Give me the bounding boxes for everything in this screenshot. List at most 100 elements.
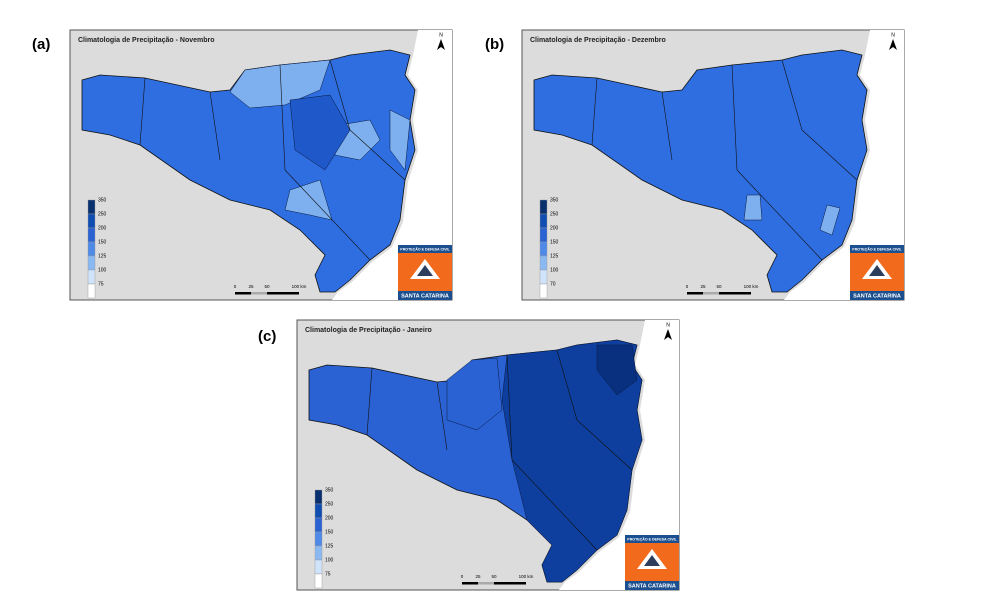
north-arrow bbox=[889, 39, 897, 50]
legend-label: 150 bbox=[325, 529, 334, 535]
legend-label: 200 bbox=[325, 515, 334, 521]
north-arrow bbox=[437, 39, 445, 50]
scale-label: 0 bbox=[461, 574, 464, 579]
legend-swatch bbox=[539, 255, 548, 271]
region-border bbox=[139, 77, 146, 146]
scale-label: 100 km bbox=[519, 574, 534, 579]
panel-label: (a) bbox=[32, 36, 50, 53]
state-area bbox=[533, 49, 868, 293]
region-border bbox=[284, 169, 371, 261]
logo-emblem-inner bbox=[869, 265, 885, 276]
legend-label: 350 bbox=[98, 197, 107, 203]
logo-emblem-inner bbox=[417, 265, 433, 276]
scale-label: 100 km bbox=[292, 284, 307, 289]
legend-swatch bbox=[539, 283, 548, 299]
precip-zone bbox=[289, 94, 351, 171]
legend-swatch bbox=[87, 241, 96, 257]
precip-zone bbox=[743, 194, 763, 221]
legend-label: 70 bbox=[550, 281, 556, 287]
ocean bbox=[332, 30, 452, 300]
legend-swatch bbox=[87, 269, 96, 285]
map-panel: Climatologia de Precipitação - Janeiro N 3… bbox=[296, 319, 680, 591]
logo-top-text: PROTEÇÃO E DEFESA CIVIL bbox=[627, 536, 677, 541]
region-border bbox=[661, 91, 673, 161]
precip-zone bbox=[446, 357, 503, 431]
logo-header bbox=[850, 245, 904, 253]
logo-bottom-text: SANTA CATARINA bbox=[401, 293, 449, 299]
legend-swatch bbox=[87, 199, 96, 215]
precip-zone bbox=[284, 179, 333, 221]
legend-label: 150 bbox=[550, 239, 559, 245]
region-border bbox=[436, 381, 448, 451]
logo: PROTEÇÃO E DEFESA CIVIL SANTA CATARINA bbox=[625, 535, 679, 590]
scale-bar-white bbox=[703, 292, 719, 295]
precip-zone bbox=[596, 344, 638, 396]
legend-swatch bbox=[314, 559, 323, 575]
legend-label: 200 bbox=[550, 225, 559, 231]
precip-zone bbox=[229, 59, 331, 109]
legend-swatch bbox=[314, 545, 323, 561]
legend-swatch bbox=[87, 255, 96, 271]
logo: PROTEÇÃO E DEFESA CIVIL SANTA CATARINA bbox=[850, 245, 904, 300]
scale-label: 25 bbox=[475, 574, 481, 579]
map-panel: Climatologia de Precipitação - Novembro N… bbox=[69, 29, 453, 301]
legend-swatch bbox=[539, 227, 548, 243]
region-border bbox=[329, 59, 351, 131]
legend-swatch bbox=[314, 489, 323, 505]
logo-header bbox=[625, 535, 679, 543]
region-border bbox=[209, 91, 221, 161]
scale-label: 100 km bbox=[744, 284, 759, 289]
legend-label: 75 bbox=[98, 281, 104, 287]
legend-label: 250 bbox=[325, 501, 334, 507]
precip-zone bbox=[389, 109, 411, 171]
precip-zone bbox=[501, 339, 643, 583]
legend-label: 125 bbox=[325, 543, 334, 549]
legend-swatch bbox=[87, 283, 96, 299]
map-title: Climatologia de Precipitação - Novembro bbox=[78, 37, 215, 44]
legend-swatch bbox=[539, 213, 548, 229]
region-border bbox=[511, 459, 598, 551]
north-label: N bbox=[439, 32, 443, 38]
north-arrow bbox=[664, 329, 672, 340]
logo-footer bbox=[398, 291, 452, 300]
legend-swatch bbox=[539, 199, 548, 215]
map-title: Climatologia de Precipitação - Dezembro bbox=[530, 37, 666, 44]
legend-label: 350 bbox=[325, 487, 334, 493]
scale-label: 25 bbox=[248, 284, 254, 289]
logo-top-text: PROTEÇÃO E DEFESA CIVIL bbox=[400, 246, 450, 251]
legend-swatch bbox=[314, 503, 323, 519]
region-border bbox=[781, 59, 803, 131]
legend-label: 125 bbox=[550, 253, 559, 259]
legend-label: 350 bbox=[550, 197, 559, 203]
region-border bbox=[576, 419, 633, 471]
north-label: N bbox=[891, 32, 895, 38]
region-border bbox=[801, 129, 858, 181]
region-border bbox=[591, 77, 598, 146]
north-label: N bbox=[666, 322, 670, 328]
ocean bbox=[784, 30, 904, 300]
logo-emblem-inner bbox=[644, 555, 660, 566]
scale-bar-white bbox=[251, 292, 267, 295]
legend-swatch bbox=[539, 241, 548, 257]
legend-label: 200 bbox=[98, 225, 107, 231]
map-title: Climatologia de Precipitação - Janeiro bbox=[305, 327, 432, 334]
map-panel: Climatologia de Precipitação - Dezembro N… bbox=[521, 29, 905, 301]
region-border bbox=[349, 129, 406, 181]
legend-label: 75 bbox=[325, 571, 331, 577]
region-border bbox=[366, 367, 373, 436]
scale-label: 50 bbox=[716, 284, 722, 289]
panel-label: (b) bbox=[485, 36, 504, 53]
scale-label: 25 bbox=[700, 284, 706, 289]
scale-label: 0 bbox=[686, 284, 689, 289]
logo-bottom-text: SANTA CATARINA bbox=[853, 293, 901, 299]
region-border bbox=[736, 169, 823, 261]
legend-swatch bbox=[539, 269, 548, 285]
legend-label: 150 bbox=[98, 239, 107, 245]
panel-label: (c) bbox=[258, 328, 276, 345]
legend-label: 100 bbox=[550, 267, 559, 273]
logo-footer bbox=[850, 291, 904, 300]
legend-label: 100 bbox=[325, 557, 334, 563]
logo-footer bbox=[625, 581, 679, 590]
legend-swatch bbox=[314, 573, 323, 589]
